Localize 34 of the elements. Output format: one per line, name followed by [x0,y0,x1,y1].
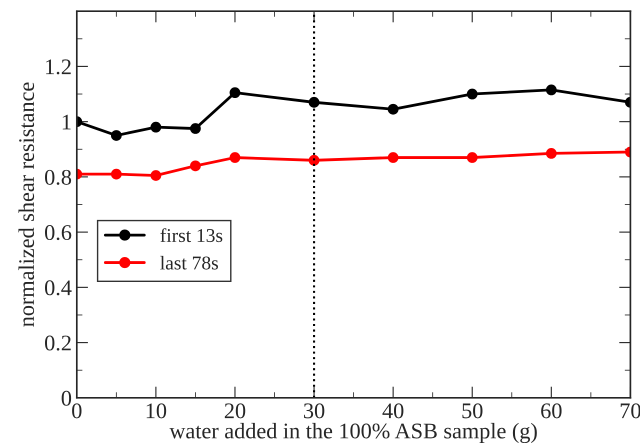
point [466,152,478,163]
x-tick-label: 60 [541,403,562,418]
point [388,152,399,163]
y-tick-label: 1.2 [46,59,71,74]
y-tick-label: 0.8 [45,170,72,185]
y-tick-label: 1 [62,114,71,130]
point [150,170,162,181]
point [190,160,201,172]
point [110,130,122,141]
x-tick-label: 20 [224,403,246,418]
point [150,122,162,133]
legend-label: last 78s [160,256,218,270]
point [230,87,240,98]
point [110,168,122,180]
x-tick-label: 50 [462,403,482,418]
x-tick-label: 30 [304,403,324,418]
point [308,96,320,108]
y-tick-label: 0.6 [45,225,72,240]
point [190,123,201,134]
point [388,104,399,115]
point [466,88,478,100]
y-axis-title: normalized shear resistance [18,82,34,327]
point [546,148,557,159]
y-tick-label: 0 [62,390,72,406]
point [230,152,240,163]
y-tick-label: 0.4 [45,280,72,296]
point [308,154,320,166]
x-tick-label: 10 [146,403,166,418]
legend-label: first 13s [160,228,222,242]
point [546,84,557,96]
x-tick-label: 0 [72,403,82,418]
x-axis-title: water added in the 100% ASB sample (g) [169,422,537,444]
y-tick-label: 0.2 [45,336,71,351]
x-tick-label: 40 [382,403,404,418]
